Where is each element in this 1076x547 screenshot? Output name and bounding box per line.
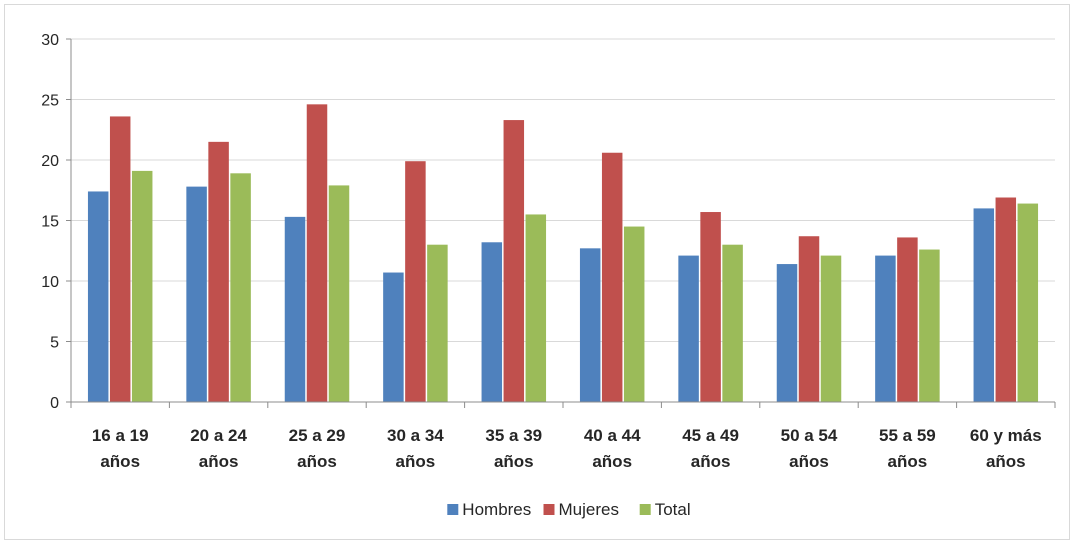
bar-mujeres-6 [700, 212, 721, 402]
x-tick-label: años [494, 452, 534, 471]
bar-mujeres-1 [208, 141, 229, 402]
legend-label-mujeres: Mujeres [559, 500, 619, 519]
bar-hombres-8 [875, 255, 896, 402]
legend-swatch-total [639, 504, 651, 515]
legend-label-hombres: Hombres [462, 500, 531, 519]
chart-frame: 0 5 10 15 20 25 30 16 a 19 años 20 a 24 años 25 a … [4, 4, 1070, 540]
y-tick-label: 10 [41, 274, 59, 291]
bar-mujeres-5 [601, 152, 623, 402]
bar-mujeres-4 [503, 120, 525, 402]
y-tick-label: 30 [41, 32, 59, 49]
legend-swatch-mujeres [543, 504, 555, 515]
x-tick-label: 50 a 54 [781, 426, 838, 445]
bar-hombres-9 [973, 208, 995, 402]
x-tick-label: 35 a 39 [485, 426, 542, 445]
bar-total-9 [1017, 203, 1039, 402]
bar-total-3 [427, 244, 448, 402]
bar-mujeres-7 [798, 236, 820, 402]
x-tick-label: 40 a 44 [584, 426, 641, 445]
legend-label-total: Total [655, 500, 691, 519]
bar-hombres-5 [579, 248, 601, 402]
y-tick-label: 0 [50, 395, 59, 412]
x-tick-label: años [396, 452, 436, 471]
bar-total-2 [328, 185, 350, 402]
x-tick-label: 60 y más [970, 426, 1042, 445]
legend-swatch-hombres [447, 504, 459, 515]
x-tick-label: años [199, 452, 239, 471]
x-tick-label: 55 a 59 [879, 426, 936, 445]
bar-hombres-3 [383, 272, 404, 402]
x-tick-label: años [100, 452, 140, 471]
bar-total-4 [525, 214, 547, 402]
x-tick-label: 25 a 29 [289, 426, 346, 445]
x-tick-labels: 16 a 19 años 20 a 24 años 25 a 29 años 30 a 34… [92, 426, 1042, 471]
x-tick-label: 20 a 24 [190, 426, 247, 445]
bar-hombres-7 [776, 264, 798, 402]
bar-hombres-2 [284, 216, 306, 402]
bar-mujeres-9 [995, 197, 1017, 402]
y-tick-labels: 0 5 10 15 20 25 30 [41, 32, 59, 412]
x-tick-label: 45 a 49 [682, 426, 739, 445]
y-tick-label: 5 [50, 335, 59, 352]
bars [87, 104, 1039, 402]
bar-hombres-1 [186, 186, 207, 402]
bar-mujeres-3 [405, 161, 426, 402]
bar-total-0 [131, 170, 153, 402]
bar-total-1 [230, 173, 251, 402]
x-tick-label: años [888, 452, 928, 471]
y-tick-label: 20 [41, 153, 59, 170]
bar-hombres-4 [481, 242, 503, 402]
bar-chart: 0 5 10 15 20 25 30 16 a 19 años 20 a 24 años 25 a … [41, 32, 1056, 519]
bar-total-5 [623, 226, 645, 402]
bar-hombres-0 [87, 191, 109, 402]
bar-total-7 [820, 255, 842, 402]
x-tick-label: años [789, 452, 829, 471]
y-tick-label: 25 [41, 93, 59, 110]
bar-mujeres-8 [897, 237, 918, 402]
bar-total-8 [919, 249, 940, 402]
axes [66, 38, 1056, 408]
x-tick-label: años [297, 452, 337, 471]
x-tick-label: años [691, 452, 731, 471]
legend: Hombres Mujeres Total [447, 500, 691, 519]
bar-total-6 [722, 244, 743, 402]
bar-mujeres-0 [109, 116, 131, 402]
x-tick-label: años [986, 452, 1026, 471]
x-tick-label: 16 a 19 [92, 426, 149, 445]
y-tick-label: 15 [41, 214, 59, 231]
x-tick-label: 30 a 34 [387, 426, 444, 445]
x-tick-label: años [592, 452, 632, 471]
bar-hombres-6 [678, 255, 699, 402]
bar-mujeres-2 [306, 104, 328, 402]
